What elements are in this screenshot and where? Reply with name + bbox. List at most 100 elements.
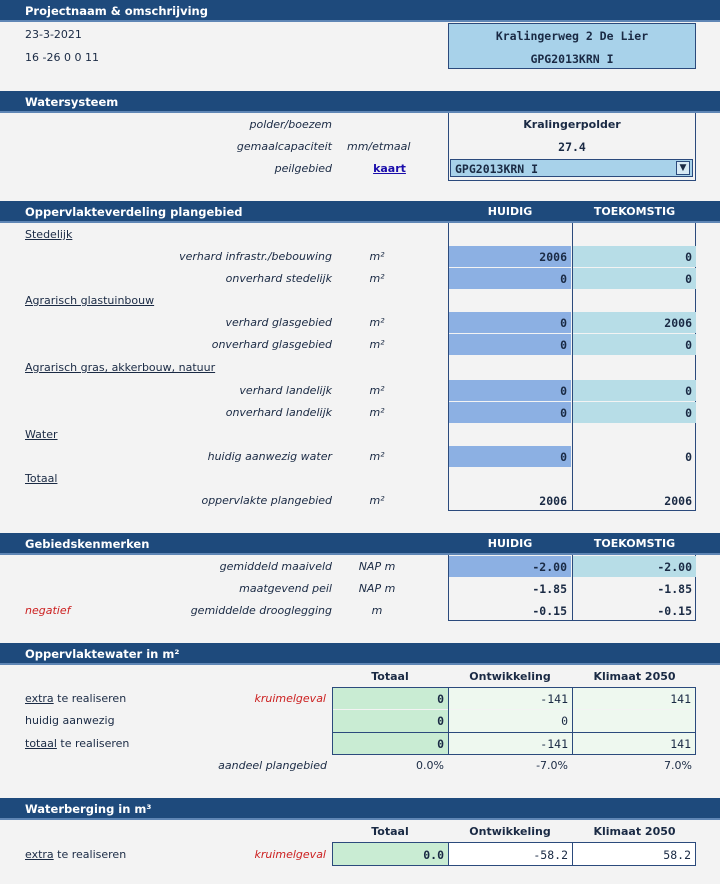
waterberging-col-ontwikkeling: Ontwikkeling xyxy=(469,825,551,838)
oppwater-row-extra-label: te realiseren xyxy=(53,692,127,705)
gebied-grid-bottom xyxy=(448,620,696,621)
negatief-warning: negatief xyxy=(25,604,71,617)
gebied-row-label: gemiddeld maaiveld xyxy=(219,560,332,573)
opp-toekomstig-value[interactable]: 0 xyxy=(573,268,696,289)
totaal-link[interactable]: totaal xyxy=(25,737,57,750)
opp-toekomstig-value[interactable]: 2006 xyxy=(573,312,696,333)
opp-row-unit: m² xyxy=(369,406,385,419)
opp-huidig-value[interactable]: 0 xyxy=(449,402,571,423)
oppwater-col-klimaat: Klimaat 2050 xyxy=(593,670,676,683)
opp-row-label: verhard landelijk xyxy=(239,384,332,397)
opp-toekomstig-value: 0 xyxy=(685,450,692,464)
category-stedelijk[interactable]: Stedelijk xyxy=(25,228,73,241)
opp-toekomstig-value[interactable]: 0 xyxy=(573,246,696,267)
waterberging-row-extra: extra te realiseren xyxy=(25,848,126,861)
opp-row-unit: m² xyxy=(369,316,385,329)
peilgebied-select-value: GPG2013KRN I xyxy=(455,162,539,176)
waterberging-row-extra-label: te realiseren xyxy=(53,848,127,861)
oppervlakte-header: Oppervlakteverdeling plangebied HUIDIG T… xyxy=(0,201,720,223)
extra-link[interactable]: extra xyxy=(25,692,54,705)
waterberging-totaal-value: 0.0 xyxy=(333,843,448,865)
opp-grid-bottom xyxy=(448,510,696,511)
gebied-huidig-value: -1.85 xyxy=(532,582,567,596)
extra-link[interactable]: extra xyxy=(25,848,54,861)
opp-row-unit: m² xyxy=(369,384,385,397)
waterberging-grid-c2 xyxy=(572,842,573,866)
opp-toekomstig-value[interactable]: 0 xyxy=(573,380,696,401)
opp-row-unit: m² xyxy=(369,450,385,463)
oppervlakte-header-label: Oppervlakteverdeling plangebied xyxy=(25,205,243,219)
opp-toekomstig-value[interactable]: 0 xyxy=(573,334,696,355)
category-totaal[interactable]: Totaal xyxy=(25,472,58,485)
watersysteem-header-label: Watersysteem xyxy=(25,95,119,109)
opp-toekomstig-total: 2006 xyxy=(664,494,692,508)
project-code: 16 -26 0 0 11 xyxy=(25,51,99,64)
waterberging-header-label: Waterberging in m³ xyxy=(25,802,152,816)
oppwater-klim-value xyxy=(573,710,695,732)
gebied-huidig-value[interactable]: -2.00 xyxy=(449,556,571,577)
oppwater-row-huidig: huidig aanwezig xyxy=(25,714,115,727)
opp-huidig-value[interactable]: 0 xyxy=(449,312,571,333)
category-glastuinbouw[interactable]: Agrarisch glastuinbouw xyxy=(25,294,155,307)
kaart-link[interactable]: kaart xyxy=(373,162,406,175)
oppwater-row-totaal: totaal te realiseren xyxy=(25,737,129,750)
opp-huidig-value[interactable]: 0 xyxy=(449,334,571,355)
oppervlakte-col-toekomstig: TOEKOMSTIG xyxy=(593,205,676,218)
oppwater-header: Oppervlaktewater in m² xyxy=(0,643,720,665)
gebied-row-unit: m xyxy=(371,604,383,617)
oppwater-grid-c2 xyxy=(572,687,573,755)
waterberging-grid-c1 xyxy=(448,842,449,866)
opp-row-label: onverhard landelijk xyxy=(225,406,332,419)
oppwater-col-ontwikkeling: Ontwikkeling xyxy=(469,670,551,683)
waterberging-col-klimaat: Klimaat 2050 xyxy=(593,825,676,838)
gebied-row-unit: NAP m xyxy=(358,560,396,573)
oppwater-ontw-value: -141 xyxy=(449,733,572,754)
gebied-grid-mid xyxy=(572,555,573,621)
watersysteem-box xyxy=(448,113,696,181)
peilgebied-label: peilgebied xyxy=(274,162,332,175)
opp-huidig-total: 2006 xyxy=(539,494,567,508)
oppwater-row-totaal-label: te realiseren xyxy=(56,737,130,750)
peilgebied-select[interactable]: GPG2013KRN I ▼ xyxy=(450,159,693,177)
project-name-box xyxy=(448,23,696,69)
gemaalcapaciteit-unit: mm/etmaal xyxy=(347,140,411,153)
waterberging-header: Waterberging in m³ xyxy=(0,798,720,820)
gebied-grid-left xyxy=(448,555,449,621)
gebied-toekomstig-value[interactable]: -2.00 xyxy=(573,556,696,577)
aandeel-klim: 7.0% xyxy=(664,759,692,772)
category-agrarisch[interactable]: Agrarisch gras, akkerbouw, natuur xyxy=(25,361,216,374)
oppwater-grid xyxy=(332,687,696,755)
opp-huidig-value[interactable]: 0 xyxy=(449,446,571,467)
gebied-huidig-value: -0.15 xyxy=(532,604,567,618)
gebied-row-label: maatgevend peil xyxy=(239,582,332,595)
opp-row-label: onverhard glasgebied xyxy=(211,338,332,351)
opp-grid-mid xyxy=(572,223,573,511)
oppwater-header-label: Oppervlaktewater in m² xyxy=(25,647,180,661)
gebied-grid-right xyxy=(695,555,696,621)
waterberging-klim-value: 58.2 xyxy=(573,843,695,865)
opp-huidig-value[interactable]: 0 xyxy=(449,268,571,289)
oppwater-row-extra: extra te realiseren xyxy=(25,692,126,705)
opp-row-label: verhard glasgebied xyxy=(225,316,332,329)
oppwater-totaal-value: 0 xyxy=(333,733,448,754)
waterberging-col-totaal: Totaal xyxy=(371,825,409,838)
opp-huidig-value[interactable]: 0 xyxy=(449,380,571,401)
oppwater-totaal-value: 0 xyxy=(333,710,448,732)
chevron-down-icon[interactable]: ▼ xyxy=(676,161,690,175)
oppwater-ontw-value: -141 xyxy=(449,688,572,709)
gebied-row-unit: NAP m xyxy=(358,582,396,595)
category-water[interactable]: Water xyxy=(25,428,58,441)
project-name: Kralingerweg 2 De Lier xyxy=(495,29,649,43)
oppwater-ontw-value: 0 xyxy=(449,710,572,732)
oppwater-col-totaal: Totaal xyxy=(371,670,409,683)
opp-huidig-value[interactable]: 2006 xyxy=(449,246,571,267)
opp-row-label: onverhard stedelijk xyxy=(225,272,332,285)
opp-toekomstig-value[interactable]: 0 xyxy=(573,402,696,423)
opp-row-unit: m² xyxy=(369,250,385,263)
opp-row-label: verhard infrastr./bebouwing xyxy=(179,250,332,263)
oppwater-klim-value: 141 xyxy=(573,733,695,754)
opp-row-unit: m² xyxy=(369,494,385,507)
project-header: Projectnaam & omschrijving xyxy=(0,0,720,22)
waterberging-ontw-value: -58.2 xyxy=(449,843,572,865)
oppervlakte-col-huidig: HUIDIG xyxy=(487,205,533,218)
